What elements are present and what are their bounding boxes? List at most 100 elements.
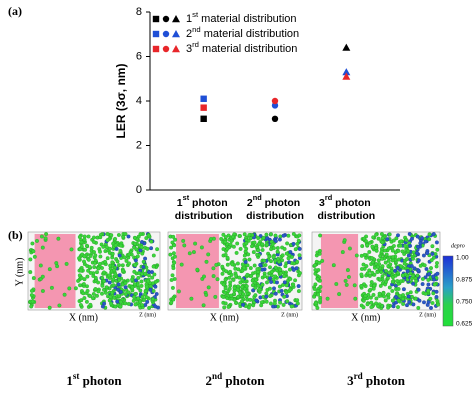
particle xyxy=(367,240,372,245)
particle xyxy=(29,288,34,293)
particle xyxy=(265,242,269,247)
particle xyxy=(264,294,269,299)
particle xyxy=(118,299,123,304)
particle xyxy=(141,265,146,269)
particle xyxy=(318,233,323,238)
particle xyxy=(38,263,43,268)
particle xyxy=(108,263,113,268)
particle xyxy=(171,234,176,239)
particle xyxy=(257,287,262,292)
particle xyxy=(88,294,93,299)
particle xyxy=(376,258,381,263)
particle xyxy=(390,279,395,284)
particle xyxy=(79,268,84,273)
particle xyxy=(260,282,265,287)
particle xyxy=(291,232,296,236)
particle xyxy=(83,247,88,252)
particle xyxy=(377,291,382,296)
particle xyxy=(107,280,112,285)
particle xyxy=(362,236,367,241)
particle xyxy=(387,270,392,275)
data-point xyxy=(200,95,207,102)
particle xyxy=(369,305,374,310)
particle xyxy=(247,233,252,237)
particle xyxy=(268,265,272,270)
particle xyxy=(148,287,153,292)
particle xyxy=(413,296,418,301)
legend-marker xyxy=(172,30,180,38)
particle xyxy=(144,236,149,241)
particle xyxy=(93,275,98,280)
particle xyxy=(371,235,376,240)
particle xyxy=(234,250,239,255)
x-axis-label: X (nm) xyxy=(210,312,239,323)
particle xyxy=(268,276,273,281)
particle xyxy=(88,270,93,275)
panel-label: (b) xyxy=(8,228,23,242)
particle xyxy=(77,273,82,278)
particle xyxy=(98,254,103,259)
data-point xyxy=(271,97,279,105)
particle xyxy=(278,300,283,305)
particle xyxy=(82,259,86,264)
legend-marker xyxy=(152,30,160,38)
particle xyxy=(149,239,154,244)
particle xyxy=(170,240,175,245)
particle xyxy=(40,274,45,279)
particle xyxy=(396,233,400,238)
particle xyxy=(312,287,317,291)
y-tick-label: 2 xyxy=(136,139,142,151)
colorbar-tick-label: 0.625 xyxy=(456,321,473,328)
particle xyxy=(93,287,98,291)
particle xyxy=(127,252,132,257)
particle xyxy=(264,232,269,237)
particle xyxy=(118,243,123,248)
particle xyxy=(408,243,413,248)
particle xyxy=(313,263,317,268)
particle xyxy=(384,252,389,257)
particle xyxy=(393,294,398,299)
particle xyxy=(380,240,385,245)
particle xyxy=(398,279,403,284)
particle xyxy=(206,252,211,257)
particle xyxy=(228,269,233,274)
particle xyxy=(403,243,408,248)
particle xyxy=(241,302,245,307)
particle xyxy=(423,291,428,296)
particle xyxy=(289,304,294,309)
particle xyxy=(353,296,358,301)
particle xyxy=(280,253,285,258)
particle xyxy=(374,296,379,301)
particle xyxy=(228,280,233,285)
particle xyxy=(381,291,386,296)
particle xyxy=(284,290,289,295)
particle xyxy=(95,293,99,298)
data-point xyxy=(271,115,279,123)
particle xyxy=(136,275,141,280)
particle xyxy=(396,287,401,291)
particle xyxy=(253,285,258,290)
particle xyxy=(315,305,320,310)
particle xyxy=(384,269,389,273)
particle xyxy=(277,259,282,264)
x-tick-label: 1st photon distribution xyxy=(175,193,233,221)
particle xyxy=(169,245,174,250)
particle xyxy=(43,236,48,241)
particle xyxy=(393,268,398,273)
particle xyxy=(387,285,392,290)
particle xyxy=(221,295,226,299)
particle xyxy=(426,282,431,287)
particle xyxy=(189,296,194,301)
particle xyxy=(193,241,198,246)
particle xyxy=(154,292,159,296)
particle xyxy=(112,268,117,273)
particle xyxy=(149,246,154,251)
particle xyxy=(285,299,290,304)
particle xyxy=(269,280,274,284)
particle xyxy=(371,286,376,291)
particle xyxy=(271,304,276,309)
particle xyxy=(138,288,143,293)
x-tick-label: 2nd photon distribution xyxy=(246,193,304,221)
particle xyxy=(427,237,432,242)
